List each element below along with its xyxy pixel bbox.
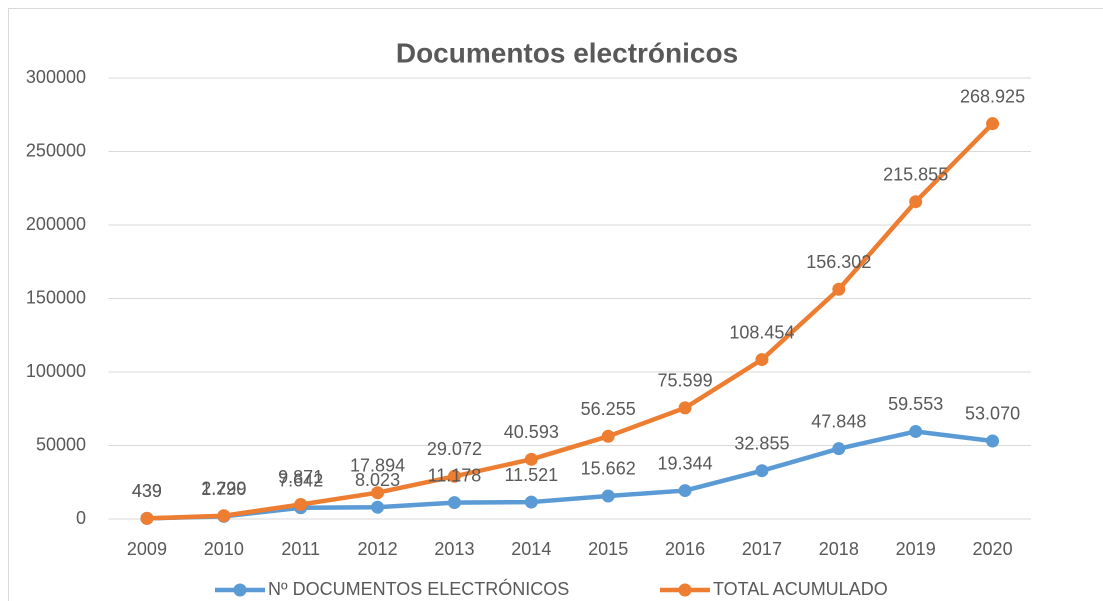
- x-tick-label: 2015: [588, 539, 628, 559]
- point: [371, 486, 385, 500]
- data-label: 7.642: [278, 471, 323, 491]
- point: [447, 496, 461, 510]
- point: [755, 464, 769, 478]
- point: [832, 282, 846, 296]
- point: [524, 452, 538, 466]
- data-label: 8.023: [355, 470, 400, 490]
- point: [678, 484, 692, 498]
- y-tick-label: 0: [76, 508, 86, 528]
- data-label: 439: [132, 481, 162, 501]
- y-tick-label: 100000: [26, 361, 86, 381]
- point: [678, 401, 692, 415]
- data-label: 9.871: [278, 467, 323, 487]
- x-tick-label: 2009: [127, 539, 167, 559]
- legend-label: TOTAL ACUMULADO: [713, 579, 888, 599]
- point: [371, 500, 385, 514]
- legend-marker: [678, 583, 692, 597]
- data-label: 268.925: [960, 86, 1025, 106]
- data-label: 156.302: [806, 252, 871, 272]
- x-tick-label: 2013: [434, 539, 474, 559]
- x-tick-label: 2019: [896, 539, 936, 559]
- legend-label: Nº DOCUMENTOS ELECTRÓNICOS: [268, 578, 569, 599]
- y-tick-label: 50000: [36, 434, 86, 454]
- data-label: 17.894: [350, 455, 405, 475]
- data-label: 439: [132, 481, 162, 501]
- x-tick-label: 2017: [742, 539, 782, 559]
- data-label: 59.553: [888, 394, 943, 414]
- x-tick-label: 2018: [819, 539, 859, 559]
- legend-marker: [233, 583, 247, 597]
- x-tick-label: 2014: [511, 539, 551, 559]
- point: [986, 434, 1000, 448]
- point: [601, 429, 615, 443]
- data-label: 215.855: [883, 164, 948, 184]
- x-tick-label: 2012: [358, 539, 398, 559]
- data-label: 32.855: [734, 433, 789, 453]
- y-tick-label: 250000: [26, 140, 86, 160]
- point: [986, 117, 1000, 131]
- data-label: 2.229: [201, 478, 246, 498]
- point: [217, 509, 231, 523]
- point: [447, 469, 461, 483]
- data-label: 40.593: [504, 422, 559, 442]
- series-line: [146, 122, 995, 521]
- data-label: 1.790: [201, 479, 246, 499]
- point: [294, 497, 308, 511]
- x-tick-label: 2016: [665, 539, 705, 559]
- y-tick-label: 150000: [26, 287, 86, 307]
- data-label: 19.344: [658, 453, 713, 473]
- data-label: 47.848: [811, 411, 866, 431]
- data-label: 11.178: [428, 465, 482, 485]
- chart-title: Documentos electrónicos: [396, 37, 738, 68]
- data-label: 56.255: [581, 399, 636, 419]
- point: [832, 442, 846, 456]
- y-tick-label: 300000: [26, 67, 86, 87]
- data-label: 11.521: [504, 465, 558, 485]
- data-label: 53.070: [965, 404, 1020, 424]
- point: [909, 424, 923, 438]
- point: [601, 489, 615, 503]
- point: [140, 511, 154, 525]
- y-tick-label: 200000: [26, 214, 86, 234]
- series-line: [146, 429, 993, 521]
- point: [909, 195, 923, 209]
- data-label: 29.072: [427, 439, 482, 459]
- point: [524, 495, 538, 509]
- data-label: 15.662: [581, 459, 636, 479]
- data-label: 108.454: [729, 322, 794, 342]
- point: [755, 353, 769, 367]
- x-tick-label: 2011: [281, 539, 320, 559]
- x-tick-label: 2010: [204, 539, 244, 559]
- x-tick-label: 2020: [973, 539, 1013, 559]
- data-label: 75.599: [658, 371, 713, 391]
